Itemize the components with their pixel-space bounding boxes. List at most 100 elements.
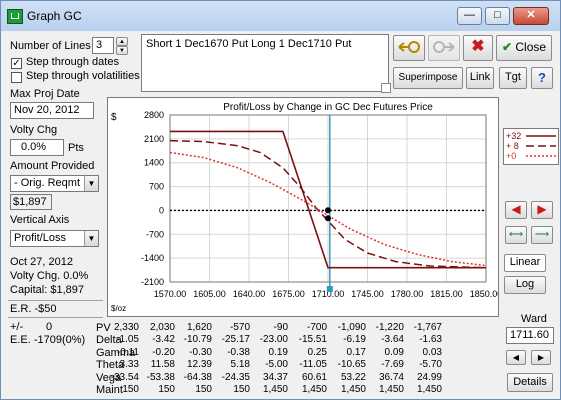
chevron-down-icon: ▼ [84, 231, 98, 246]
window-title: Graph GC [27, 9, 82, 23]
y-tick-label: 700 [149, 182, 164, 192]
legend-label: +0 [506, 151, 516, 161]
greek-cell: -3.64 [381, 334, 404, 346]
pan-left-button[interactable]: ◀ [505, 201, 527, 219]
greek-cell: -23.00 [259, 334, 288, 346]
minimize-button[interactable]: — [457, 7, 482, 25]
greek-cell: 0.03 [422, 346, 442, 358]
linear-button[interactable]: Linear [504, 254, 546, 272]
greek-cell: -5.70 [419, 359, 442, 371]
step-dates-checkbox[interactable]: ✓ [11, 58, 22, 69]
max-proj-date-input[interactable]: Nov 20, 2012 [10, 102, 94, 119]
greek-row-label: PV [96, 322, 111, 334]
close-button[interactable]: ✔ Close [496, 35, 552, 61]
delete-button[interactable]: ✖ [463, 35, 493, 61]
x-tick-label: 1570.00 [154, 289, 187, 299]
amount-provided-value: - Orig. Reqmt [14, 177, 81, 189]
ward-next-button[interactable]: ▶ [531, 350, 551, 365]
log-button[interactable]: Log [504, 276, 546, 294]
chart-container: Profit/Loss by Change in GC Dec Futures … [107, 97, 502, 317]
close-label: Close [515, 40, 547, 54]
greek-cell: -1.63 [419, 334, 442, 346]
greek-cell: -1,767 [413, 322, 442, 333]
greek-cell: 150 [122, 384, 139, 395]
resize-icon[interactable] [381, 83, 391, 93]
step-vol-checkbox[interactable] [11, 72, 22, 83]
x-tick-label: 1815.00 [430, 289, 463, 299]
x-tick-label: 1605.00 [193, 289, 226, 299]
arrow-right-icon: ▶ [537, 353, 545, 362]
vertical-axis-label: Vertical Axis [10, 214, 70, 226]
x-tick-label: 1710.00 [312, 289, 345, 299]
check-icon: ✔ [501, 40, 513, 54]
greek-cell: 0.17 [346, 346, 366, 358]
greek-cell: 5.18 [230, 359, 250, 371]
greek-row-label: Theta [96, 359, 125, 372]
y-tick-label: -1400 [141, 253, 164, 263]
y-tick-label: 2800 [144, 110, 164, 120]
help-button[interactable]: ? [531, 67, 553, 89]
arrow-right-icon: ▶ [537, 202, 547, 216]
greek-cell: -53.38 [146, 371, 175, 383]
target-button[interactable]: Tgt [499, 67, 527, 89]
greek-cell: 0.19 [268, 346, 288, 358]
y-tick-label: 1400 [144, 158, 164, 168]
step-dates-label: Step through dates [26, 56, 119, 68]
greek-cell: -10.79 [183, 334, 212, 346]
greek-cell: -6.19 [343, 334, 366, 346]
close-window-button[interactable]: ✕ [513, 7, 549, 25]
series-line-0 [169, 151, 487, 267]
previous-button[interactable] [393, 35, 425, 61]
greek-cell: 150 [233, 384, 250, 395]
ward-input[interactable]: 1711.60 [506, 327, 554, 344]
price-marker-dot [325, 207, 331, 214]
greek-cell: 2,330 [113, 322, 139, 333]
vertical-axis-select[interactable]: Profit/Loss ▼ [10, 230, 99, 247]
greek-cell: 2,030 [149, 322, 175, 333]
greek-cell: 34.37 [262, 371, 288, 383]
x-icon: ✖ [471, 38, 485, 55]
greek-cell: -1,090 [337, 322, 366, 333]
superimpose-button[interactable]: Superimpose [393, 67, 463, 89]
maximize-button[interactable]: □ [485, 7, 510, 25]
next-button[interactable] [428, 35, 460, 61]
greek-row-label: Delta [96, 334, 122, 347]
info-volty: Volty Chg. 0.0% [10, 270, 89, 282]
greek-cell: -33.54 [110, 371, 139, 383]
position-description[interactable]: Short 1 Dec1670 Put Long 1 Dec1710 Put [141, 34, 389, 92]
ward-label: Ward [521, 313, 547, 325]
num-lines-input[interactable]: 3 [92, 37, 114, 54]
pm-label: +/- [10, 321, 24, 333]
x-tick-label: 1640.00 [233, 289, 266, 299]
details-button[interactable]: Details [507, 373, 553, 392]
x-axis-unit: $/oz [111, 304, 126, 313]
plot-frame [169, 114, 487, 283]
num-lines-down-button[interactable]: ▼ [116, 46, 128, 55]
greek-cell: 0.25 [307, 346, 327, 358]
greek-cell: 53.22 [340, 371, 366, 383]
ward-prev-button[interactable]: ◀ [506, 350, 526, 365]
amount-provided-select[interactable]: - Orig. Reqmt ▼ [10, 175, 99, 192]
arrow-left-icon: ◀ [512, 353, 520, 362]
num-lines-label: Number of Lines [10, 40, 91, 52]
greek-cell: 12.39 [186, 359, 212, 371]
series-line-8 [169, 139, 487, 269]
app-icon [7, 9, 23, 24]
info-capital: Capital: $1,897 [10, 284, 84, 296]
volty-chg-input[interactable]: 0.0% [10, 139, 64, 156]
info-date: Oct 27, 2012 [10, 256, 73, 268]
greek-cell: -570 [229, 322, 250, 333]
title-bar[interactable]: Graph GC — □ ✕ [1, 1, 560, 31]
link-button[interactable]: Link [466, 67, 494, 89]
greek-cell: 1,450 [340, 384, 366, 395]
expand-button[interactable]: ⟷ [505, 226, 527, 244]
greek-cell: -24.35 [221, 371, 250, 383]
current-price-marker [326, 286, 333, 292]
arrow-left-icon: ◀ [511, 202, 521, 216]
num-lines-up-button[interactable]: ▲ [116, 37, 128, 46]
vertical-axis-value: Profit/Loss [14, 232, 66, 244]
pan-right-button[interactable]: ▶ [531, 201, 553, 219]
greek-cell: 3.33 [119, 359, 139, 371]
contract-button[interactable]: ⟶ [531, 226, 553, 244]
